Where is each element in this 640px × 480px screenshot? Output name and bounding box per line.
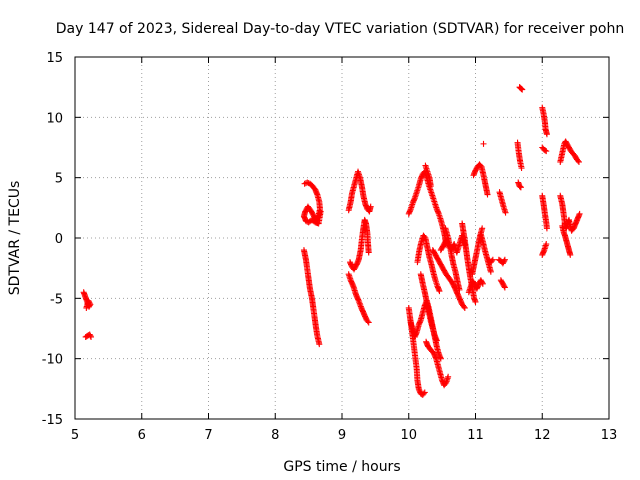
data-point	[304, 179, 311, 186]
data-point	[488, 257, 495, 264]
x-axis-label: GPS time / hours	[283, 459, 400, 475]
data-point	[316, 341, 323, 348]
y-tick-label: 15	[46, 51, 63, 66]
y-tick-label: -15	[42, 413, 63, 428]
data-point	[501, 283, 508, 290]
y-tick-label: -5	[50, 292, 63, 307]
data-point	[461, 304, 468, 311]
data-point	[456, 286, 463, 293]
data-points	[80, 84, 583, 398]
data-point	[489, 256, 496, 263]
data-point	[421, 233, 428, 240]
data-point	[301, 180, 308, 187]
y-tick-label: 10	[46, 111, 63, 126]
plot-frame	[74, 56, 610, 420]
data-point	[543, 131, 550, 138]
data-point	[542, 147, 549, 154]
data-point	[543, 225, 550, 232]
y-tick-label: 0	[55, 232, 63, 247]
data-point	[460, 303, 467, 310]
x-tick-label: 12	[534, 428, 551, 443]
data-point	[518, 165, 525, 172]
x-tick-label: 13	[601, 428, 618, 443]
x-tick-label: 11	[467, 428, 484, 443]
data-point	[574, 157, 581, 164]
data-point	[543, 148, 550, 155]
data-point	[365, 319, 372, 326]
data-point	[364, 318, 371, 325]
x-tick-label: 10	[400, 428, 417, 443]
data-point	[88, 333, 95, 340]
data-point	[445, 373, 452, 380]
x-tick-label: 5	[71, 428, 79, 443]
data-point	[517, 183, 524, 190]
data-point	[436, 288, 443, 295]
data-point	[516, 183, 523, 190]
data-point	[519, 86, 526, 93]
data-point	[433, 337, 440, 344]
data-point	[517, 184, 524, 191]
data-point	[567, 251, 574, 258]
chart-title: Day 147 of 2023, Sidereal Day-to-day VTE…	[56, 21, 624, 37]
data-point	[543, 241, 550, 248]
y-tick-label: 5	[55, 172, 63, 187]
data-point	[317, 208, 324, 215]
x-tick-label: 6	[138, 428, 146, 443]
data-point	[477, 162, 484, 169]
data-point	[83, 304, 90, 311]
data-point	[472, 298, 479, 305]
data-point	[367, 203, 374, 210]
y-tick-label: -10	[42, 353, 63, 368]
x-tick-label: 8	[271, 428, 279, 443]
x-tick-label: 9	[338, 428, 346, 443]
data-point	[517, 85, 524, 92]
data-point	[365, 249, 372, 256]
data-point	[479, 280, 486, 287]
grid-lines	[75, 57, 609, 419]
data-point	[501, 257, 508, 264]
data-point	[501, 256, 508, 263]
data-point	[501, 284, 508, 291]
data-point	[479, 225, 486, 232]
x-tick-label: 7	[204, 428, 212, 443]
data-point	[487, 268, 494, 275]
data-point	[479, 279, 486, 286]
data-point	[420, 390, 427, 397]
data-point	[484, 191, 491, 198]
data-point	[421, 389, 428, 396]
data-point	[480, 140, 487, 147]
y-axis-label: SDTVAR / TECUs	[7, 181, 23, 296]
data-point	[427, 183, 434, 190]
tick-labels: 5 6 7 8 9 10 11 12 13 15 10 5 0 -5 -10 -15	[42, 51, 618, 443]
data-point	[87, 332, 94, 339]
data-point	[518, 85, 525, 92]
data-point	[576, 210, 583, 217]
data-point	[575, 158, 582, 165]
data-point	[502, 209, 509, 216]
